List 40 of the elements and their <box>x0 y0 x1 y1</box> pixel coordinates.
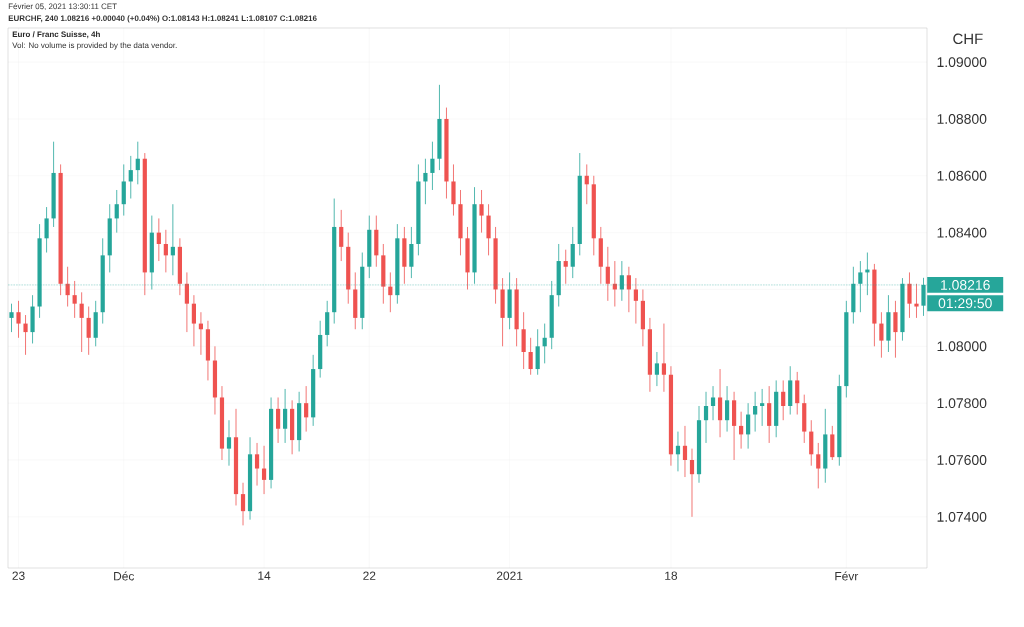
y-tick-label: 1.09000 <box>937 57 987 68</box>
candlestick <box>416 164 421 256</box>
candlestick <box>872 263 877 347</box>
x-tick-label: 22 <box>363 571 376 580</box>
x-tick-label: Déc <box>114 571 135 581</box>
y-axis-title: CHF <box>953 33 983 45</box>
y-tick-label: 1.08400 <box>937 227 987 238</box>
candlestick <box>16 300 21 339</box>
candlestick <box>479 189 484 234</box>
candlestick <box>44 206 49 253</box>
candlestick <box>465 226 470 290</box>
candlestick <box>893 300 898 359</box>
candlestick <box>444 107 449 199</box>
candlestick <box>493 226 498 305</box>
y-tick-label: 1.08800 <box>937 113 987 124</box>
candlestick <box>9 303 14 333</box>
candlestick <box>51 141 56 228</box>
y-tick-label: 1.08000 <box>937 341 987 352</box>
candlestick <box>30 294 35 344</box>
candlestick <box>500 277 505 347</box>
x-tick-label: 23 <box>12 571 25 580</box>
y-tick-label: 1.08600 <box>937 170 987 181</box>
candlestick <box>486 203 491 256</box>
ref-line-label: 1.08216 <box>941 279 990 290</box>
candlestick <box>907 272 912 319</box>
x-tick-label: Févr <box>835 571 859 581</box>
y-tick-label: 1.07400 <box>937 511 987 522</box>
x-tick-label: 2021 <box>496 571 523 580</box>
text: 01:29:50 <box>938 298 992 309</box>
x-tick-label: 18 <box>665 571 678 580</box>
candlestick <box>914 283 919 319</box>
candlestick <box>458 189 463 256</box>
y-tick-label: 1.07800 <box>937 398 987 409</box>
y-tick-label: 1.07600 <box>937 455 987 465</box>
candlestick <box>879 311 884 359</box>
x-tick-label: 14 <box>258 571 271 580</box>
candlestick <box>886 294 891 353</box>
candlestick <box>451 164 456 216</box>
candlestick <box>430 141 435 191</box>
candlestick <box>437 84 442 171</box>
